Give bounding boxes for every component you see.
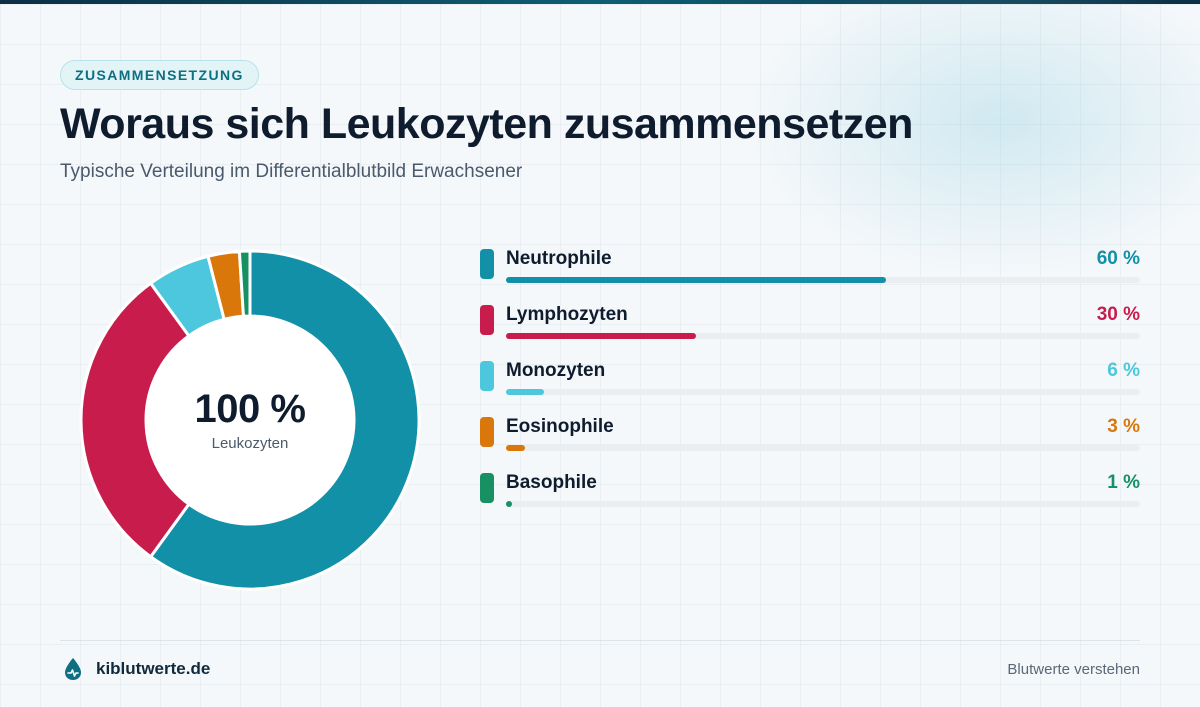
- bar-track: [506, 501, 1140, 507]
- legend-row: Monozyten 6 %: [480, 359, 1140, 415]
- legend-label: Eosinophile: [506, 416, 614, 437]
- footer-tagline: Blutwerte verstehen: [1007, 661, 1140, 678]
- legend-swatch: [480, 249, 494, 279]
- legend-value: 30 %: [1096, 304, 1140, 325]
- bar-fill: [506, 389, 545, 395]
- bar-fill: [506, 277, 887, 283]
- section-badge: ZUSAMMENSETZUNG: [60, 60, 259, 90]
- donut-slice-neutrophile: [149, 249, 421, 591]
- legend-value: 3 %: [1107, 416, 1140, 437]
- legend-swatch: [480, 305, 494, 335]
- bar-fill: [506, 501, 513, 507]
- donut-hole: [147, 317, 353, 523]
- legend-swatch: [480, 473, 494, 503]
- top-accent-bar: [0, 0, 1200, 4]
- donut-slice-lymphozyten: [79, 281, 191, 559]
- legend-row: Neutrophile 60 %: [480, 247, 1140, 303]
- legend-swatch: [480, 417, 494, 447]
- background-glow: [740, 0, 1200, 280]
- legend-label: Lymphozyten: [506, 304, 628, 325]
- bar-track: [506, 333, 1140, 339]
- brand-name[interactable]: kiblutwerte.de: [96, 659, 211, 678]
- bar-track: [506, 389, 1140, 395]
- page-title: Woraus sich Leukozyten zusammensetzen: [60, 100, 913, 148]
- donut-chart: 100 % Leukozyten: [75, 245, 425, 595]
- blood-drop-icon: [65, 658, 81, 680]
- legend-row: Basophile 1 %: [480, 471, 1140, 527]
- legend-swatch: [480, 361, 494, 391]
- legend-value: 1 %: [1107, 472, 1140, 493]
- footer-divider: [60, 640, 1140, 641]
- donut-svg: [79, 249, 421, 591]
- legend: Neutrophile 60 % Lymphozyten 30 % Monozyten 6…: [480, 247, 1140, 527]
- bar-fill: [506, 445, 526, 451]
- legend-label: Neutrophile: [506, 248, 612, 269]
- donut-center-label: Leukozyten: [211, 435, 289, 452]
- donut-center-value: 100 %: [194, 387, 306, 431]
- bar-track: [506, 445, 1140, 451]
- legend-value: 6 %: [1107, 360, 1140, 381]
- page-subtitle: Typische Verteilung im Differentialblutb…: [60, 161, 523, 182]
- legend-row: Lymphozyten 30 %: [480, 303, 1140, 359]
- legend-value: 60 %: [1096, 248, 1140, 269]
- bar-fill: [506, 333, 697, 339]
- legend-row: Eosinophile 3 %: [480, 415, 1140, 471]
- legend-label: Basophile: [506, 472, 597, 493]
- donut-slice-basophile: [237, 249, 252, 318]
- bar-track: [506, 277, 1140, 283]
- legend-label: Monozyten: [506, 360, 606, 381]
